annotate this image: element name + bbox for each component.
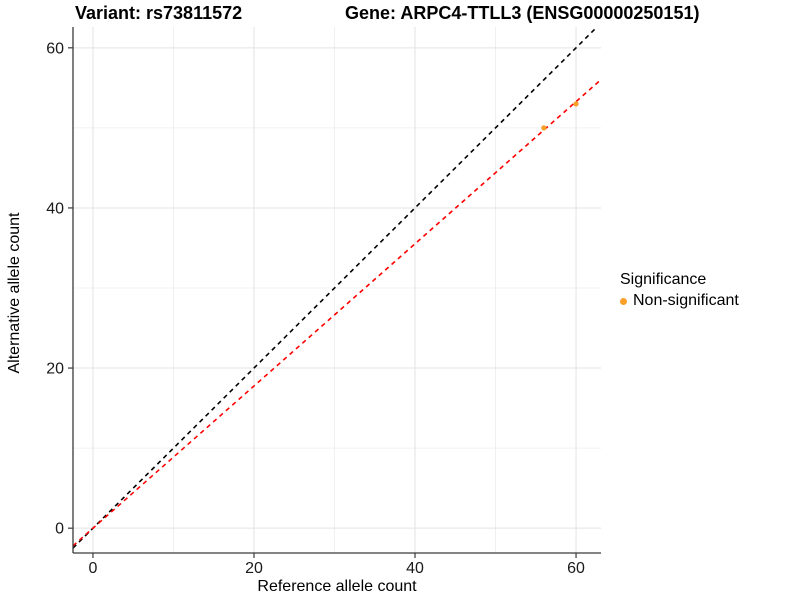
legend-item-label: Non-significant bbox=[633, 292, 739, 309]
y-tick-label: 20 bbox=[46, 361, 64, 378]
identity-line bbox=[72, 26, 598, 549]
title-gene: Gene: ARPC4-TTLL3 (ENSG00000250151) bbox=[345, 3, 700, 23]
title-variant: Variant: rs73811572 bbox=[75, 3, 243, 23]
data-point bbox=[541, 125, 547, 131]
x-tick-label: 60 bbox=[567, 560, 585, 577]
x-tick-label: 0 bbox=[89, 560, 98, 577]
data-point bbox=[573, 101, 579, 107]
x-axis-label: Reference allele count bbox=[257, 578, 417, 595]
legend: Significance Non-significant bbox=[620, 271, 739, 310]
legend-title: Significance bbox=[620, 271, 707, 288]
legend-item: Non-significant bbox=[620, 292, 739, 310]
y-tick-label: 60 bbox=[46, 40, 64, 57]
x-tick-label: 20 bbox=[245, 560, 263, 577]
x-tick-label: 40 bbox=[406, 560, 424, 577]
fitted-line bbox=[72, 78, 602, 547]
y-tick-label: 0 bbox=[55, 521, 64, 538]
legend-point-icon bbox=[620, 297, 627, 305]
y-tick-label: 40 bbox=[46, 200, 64, 217]
